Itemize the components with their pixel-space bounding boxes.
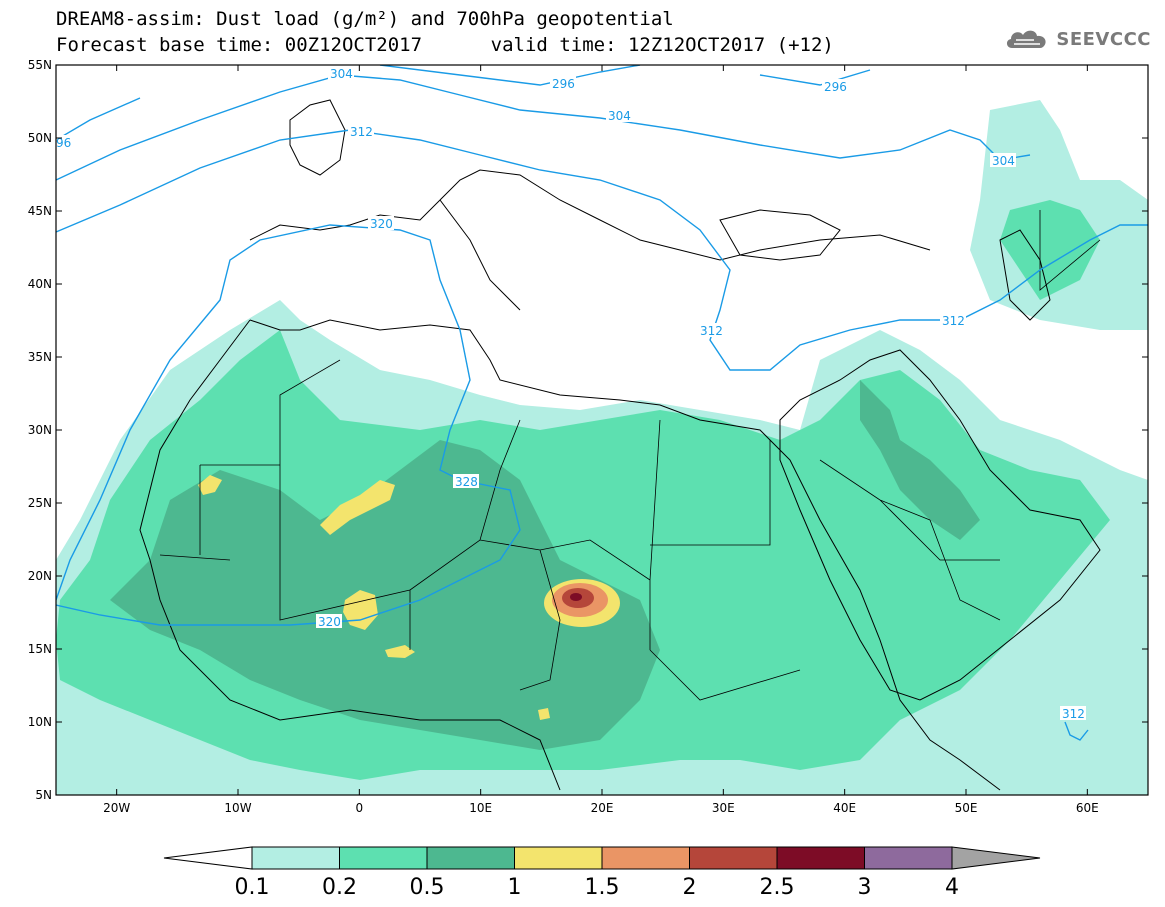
- colorbar-label: 0.2: [322, 875, 357, 900]
- coastline-arabia: [779, 349, 1101, 701]
- lon-label: 40E: [833, 801, 856, 815]
- coastline-europe: [249, 169, 931, 311]
- longitude-axis: 20W 10W 0 10E 20E 30E 40E 50E 60E: [103, 65, 1099, 815]
- dust-region-medium-northeast: [1000, 200, 1100, 300]
- lat-label: 40N: [28, 277, 52, 291]
- contour-296-north: [379, 65, 871, 86]
- lat-label: 25N: [28, 496, 52, 510]
- lat-label: 20N: [28, 569, 52, 583]
- lon-label: 30E: [712, 801, 735, 815]
- colorbar-label: 0.1: [235, 875, 270, 900]
- contour-label: 304: [608, 109, 631, 123]
- contour-296-west: [56, 97, 141, 141]
- colorbar-extend-max: [951, 846, 1041, 870]
- coastline-caspian: [999, 229, 1051, 321]
- contour-label: 312: [350, 125, 373, 139]
- contour-label: 312: [942, 314, 965, 328]
- dust-hotspot-maroon: [570, 593, 582, 601]
- colorbar-label: 0.5: [410, 875, 445, 900]
- coastline-black-sea: [719, 209, 841, 261]
- lat-label: 50N: [28, 131, 52, 145]
- colorbar-label: 2: [683, 875, 697, 900]
- border-lines: [159, 210, 1101, 701]
- dust-region-yellow-3: [198, 475, 222, 495]
- lat-label: 10N: [28, 715, 52, 729]
- colorbar-label: 3: [858, 875, 872, 900]
- contour-label: 328: [455, 475, 478, 489]
- lon-label: 60E: [1076, 801, 1099, 815]
- title-line-1: DREAM8-assim: Dust load (g/m²) and 700hP…: [56, 8, 674, 30]
- lat-label: 35N: [28, 350, 52, 364]
- coastlines: [139, 99, 1101, 791]
- dust-region-dark-arabia: [860, 380, 980, 540]
- contour-312-small: [1064, 721, 1089, 741]
- contour-label: 304: [992, 154, 1015, 168]
- colorbar-segment: [251, 846, 340, 870]
- colorbar: 0.1 0.2 0.5 1 1.5 2 2.5 3 4: [163, 846, 1041, 900]
- lon-label: 20W: [103, 801, 130, 815]
- contour-label: 296: [552, 77, 575, 91]
- colorbar-label: 4: [945, 875, 959, 900]
- contour-label: 304: [330, 67, 353, 81]
- contour-labels: 304 296 304 296 312 304 320 312 312 328 …: [56, 66, 1086, 721]
- lon-label: 10E: [469, 801, 492, 815]
- colorbar-segment: [776, 846, 865, 870]
- lat-label: 55N: [28, 58, 52, 72]
- country-borders: [159, 210, 1101, 701]
- colorbar-segment: [339, 846, 428, 870]
- lon-label: 50E: [955, 801, 978, 815]
- lat-label: 45N: [28, 204, 52, 218]
- colorbar-segment: [514, 846, 603, 870]
- dust-region-yellow-1: [320, 480, 395, 535]
- logo-text: SEEVCCC: [1056, 28, 1151, 50]
- coastline-uk: [289, 99, 346, 176]
- cloud-icon: [1007, 30, 1046, 48]
- colorbar-extend-min: [163, 846, 253, 870]
- colorbar-segment: [426, 846, 515, 870]
- colorbar-segment: [601, 846, 690, 870]
- colorbar-segment: [689, 846, 778, 870]
- contour-label: 320: [318, 615, 341, 629]
- contour-label: 312: [700, 324, 723, 338]
- contour-label: 96: [56, 136, 71, 150]
- colorbar-segment: [864, 846, 953, 870]
- contour-label: 320: [370, 217, 393, 231]
- lat-label: 30N: [28, 423, 52, 437]
- contour-304-north: [56, 74, 1031, 181]
- dust-region-yellow-5: [538, 708, 550, 720]
- dust-region-dark-west: [110, 440, 660, 750]
- contour-label: 296: [824, 80, 847, 94]
- lat-label: 15N: [28, 642, 52, 656]
- dust-region-yellow-4: [385, 645, 415, 658]
- lon-label: 20E: [591, 801, 614, 815]
- seevccc-logo: SEEVCCC: [1004, 26, 1151, 52]
- colorbar-label: 1.5: [585, 875, 620, 900]
- lon-label: 0: [356, 801, 364, 815]
- lat-label: 5N: [35, 788, 52, 802]
- latitude-axis: 55N 50N 45N 40N 35N 30N 25N 20N 15N 10N 5N: [28, 58, 1148, 802]
- colorbar-label: 1: [508, 875, 522, 900]
- lon-label: 10W: [224, 801, 251, 815]
- contour-label: 312: [1062, 707, 1085, 721]
- colorbar-label: 2.5: [760, 875, 795, 900]
- title-line-2: Forecast base time: 00Z12OCT2017 valid t…: [56, 34, 834, 56]
